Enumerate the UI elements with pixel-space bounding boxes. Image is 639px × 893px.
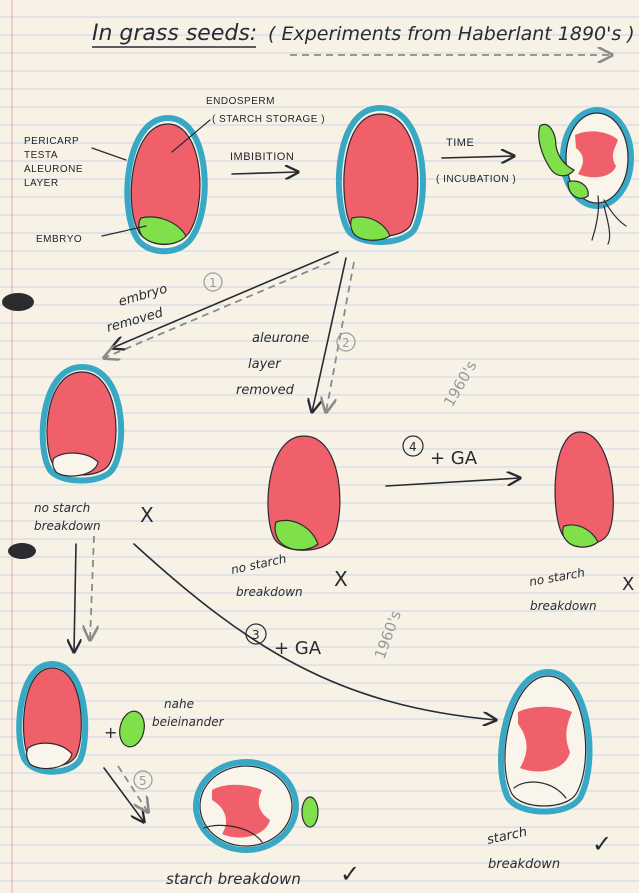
isolated-embryo-2 — [301, 796, 319, 828]
label-testa: TESTA — [24, 150, 58, 161]
nahe-line2: beieinander — [152, 715, 225, 729]
step2-line2: layer — [248, 357, 282, 372]
plus-sign: + — [104, 723, 117, 742]
result-seed5-cross: X — [334, 567, 348, 591]
step1-number: 1 — [209, 276, 217, 290]
result-seed9-check: ✓ — [592, 830, 612, 858]
step4-circle — [402, 435, 424, 457]
step3-number: 3 — [252, 628, 260, 642]
seed-aleurone-removed — [267, 435, 341, 551]
result-seed4-cross: X — [140, 503, 154, 527]
seed-intact — [124, 114, 208, 255]
step3-circle — [245, 623, 267, 645]
seed-aleurone-removed-ga — [554, 431, 614, 548]
ink-blot — [2, 293, 34, 311]
label-aleurone: ALEURONE — [24, 164, 83, 175]
step1-line2: removed — [105, 305, 166, 336]
step2-circle — [336, 332, 356, 352]
seed-germinated — [538, 107, 634, 245]
result-seed8: starch breakdown — [166, 870, 301, 888]
label-aleurone-layer: LAYER — [24, 178, 59, 189]
label-incubation: ( INCUBATION ) — [436, 174, 516, 185]
seed-embryo-removed — [39, 363, 125, 484]
step4-label: + GA — [430, 448, 478, 469]
result-seed9-line2: breakdown — [488, 857, 560, 872]
seed-imbibed — [335, 104, 426, 245]
seed-starch-breakdown-2 — [498, 668, 593, 815]
result-seed6-line1: no starch — [528, 565, 586, 589]
pencil-note-1960-a: 1960's — [440, 357, 481, 410]
step2-number: 2 — [342, 336, 350, 350]
label-imbibition: IMBIBITION — [230, 151, 294, 163]
step2-line1: aleurone — [252, 331, 309, 346]
step2-line3: removed — [236, 383, 295, 398]
result-seed8-check: ✓ — [340, 860, 360, 888]
page-subtitle: ( Experiments from Haberlant 1890's ) — [268, 23, 635, 45]
step3-label: + GA — [274, 638, 322, 659]
page-title: In grass seeds: — [92, 21, 257, 46]
seed-embryo-removed-2 — [16, 660, 89, 775]
nahe-line1: nahe — [164, 697, 194, 711]
step5-number: 5 — [139, 774, 147, 788]
step1-line1: embryo — [117, 282, 169, 310]
result-seed6-line2: breakdown — [530, 599, 597, 613]
ink-blot — [8, 543, 36, 559]
pencil-note-1960-b: 1960's — [371, 608, 405, 661]
result-seed5-line1: no starch — [230, 552, 288, 577]
label-time: TIME — [446, 137, 474, 149]
result-seed6-cross: X — [622, 574, 634, 595]
result-seed9-line1: starch — [486, 825, 529, 848]
step5-circle — [133, 770, 153, 790]
result-seed4-line1: no starch — [34, 501, 90, 515]
result-seed5-line2: breakdown — [236, 585, 303, 599]
label-embryo: EMBRYO — [36, 234, 82, 245]
label-endosperm-note: ( STARCH STORAGE ) — [212, 114, 325, 125]
label-pericarp: PERICARP — [24, 136, 79, 147]
seed-starch-breakdown-1 — [193, 759, 299, 853]
result-seed4-line2: breakdown — [34, 519, 101, 533]
isolated-embryo — [119, 710, 145, 748]
step4-number: 4 — [409, 440, 417, 454]
label-endosperm: ENDOSPERM — [206, 96, 275, 107]
step1-circle — [203, 272, 223, 292]
